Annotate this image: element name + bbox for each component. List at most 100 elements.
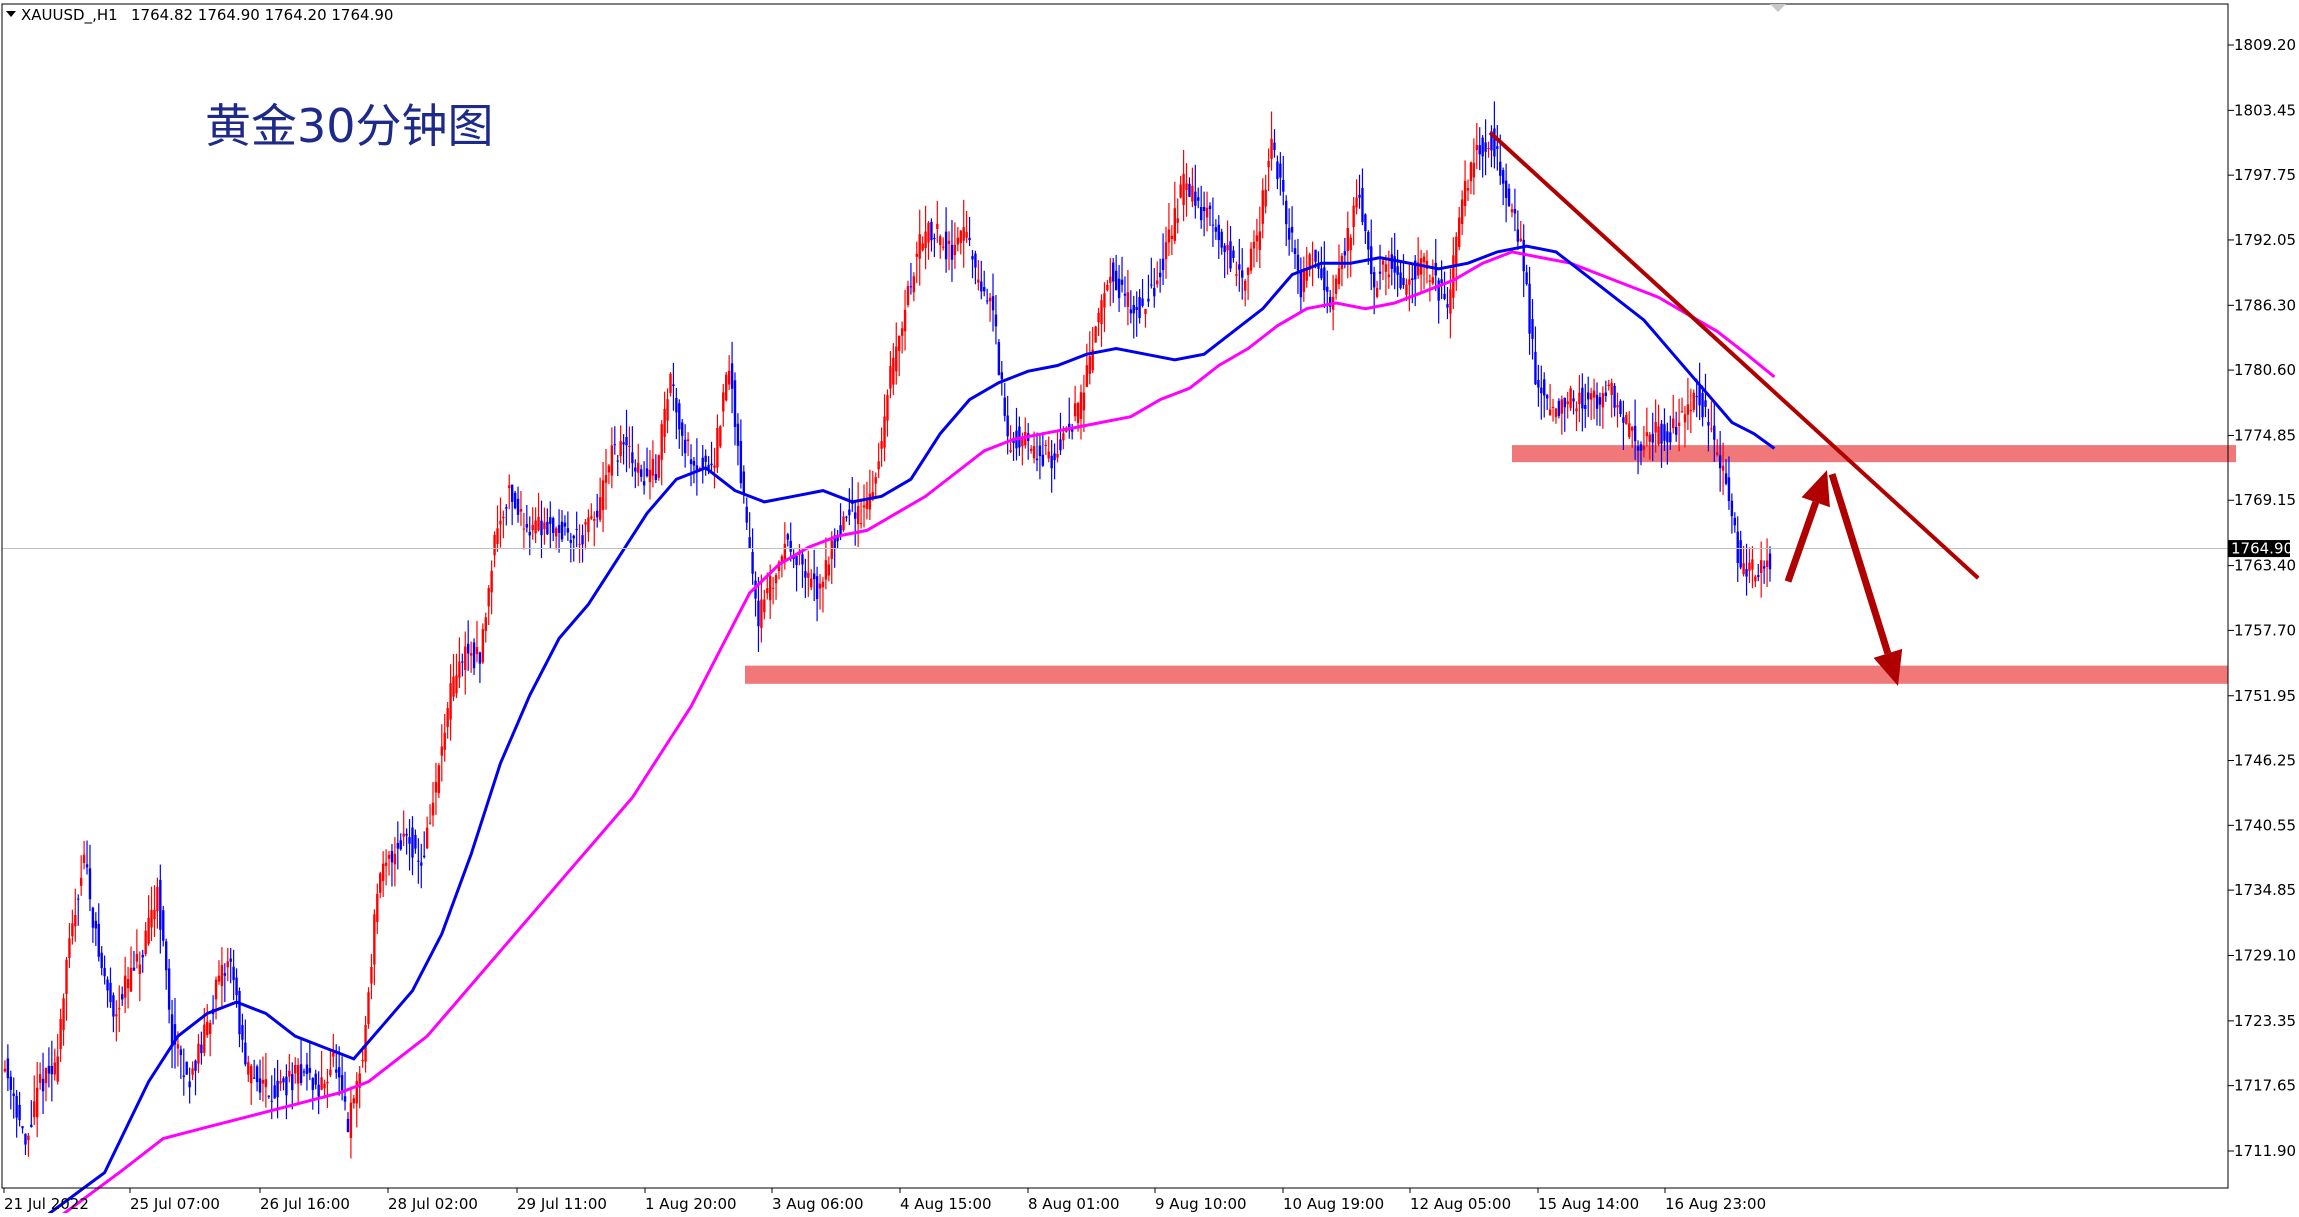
candle-bear — [595, 510, 599, 518]
candle-bear — [1279, 163, 1282, 178]
candle-bull — [1475, 145, 1478, 151]
candle-bull — [1449, 289, 1452, 314]
candle-bull — [607, 465, 611, 473]
candle-bull — [1100, 300, 1103, 325]
candle-bull — [1680, 411, 1684, 413]
candle-bear — [1129, 309, 1133, 314]
candle-bear — [299, 1064, 303, 1083]
candle-bear — [188, 1081, 191, 1088]
candle-bull — [1246, 267, 1250, 276]
candle-bear — [1211, 224, 1215, 226]
candle-bull — [1607, 384, 1610, 387]
candle-bull — [1144, 308, 1147, 315]
candle-bull — [425, 827, 429, 849]
up-arrow-shaft — [1784, 501, 1820, 583]
candle-bear — [1361, 187, 1364, 223]
candle-bear — [1199, 206, 1203, 221]
candle-bull — [669, 373, 672, 393]
candle-bear — [1229, 241, 1232, 269]
candle-bull — [56, 1056, 59, 1082]
chart-menu-triangle-icon[interactable] — [6, 11, 16, 17]
candle-bull — [886, 395, 889, 421]
candle-bull — [807, 572, 810, 578]
candle-bull — [68, 938, 71, 958]
candle-bear — [510, 484, 514, 502]
candle-bear — [1241, 270, 1244, 278]
candle-bull — [349, 1102, 353, 1138]
candle-bull — [493, 534, 496, 556]
candle-bull — [1645, 432, 1649, 437]
candle-bull — [379, 873, 382, 893]
candle-bull — [727, 370, 731, 385]
candle-bull — [1387, 274, 1391, 278]
candle-bear — [804, 571, 807, 578]
candle-bull — [1173, 208, 1176, 241]
candle-bear — [516, 498, 520, 515]
y-tick-label: 1792.05 — [2234, 231, 2296, 249]
candle-bull — [288, 1070, 291, 1077]
candle-bear — [317, 1084, 320, 1097]
candle-bull — [1628, 423, 1631, 438]
candle-bear — [194, 1060, 197, 1071]
candle-bull — [947, 240, 951, 244]
candle-bear — [701, 457, 704, 469]
candle-bear — [739, 441, 743, 484]
candle-bull — [1460, 199, 1464, 225]
candle-bull — [1748, 562, 1751, 571]
candle-bull — [604, 474, 608, 483]
candle-bull — [1252, 241, 1256, 249]
candle-bear — [273, 1085, 276, 1099]
candle-bear — [581, 535, 584, 545]
candle-bear — [1147, 298, 1150, 302]
candle-bear — [97, 923, 100, 957]
candle-bull — [138, 964, 142, 975]
candle-bear — [569, 540, 573, 543]
candle-bear — [1724, 473, 1728, 484]
candle-bull — [953, 244, 957, 256]
candle-bear — [836, 536, 839, 542]
candle-bull — [1032, 445, 1036, 459]
x-tick-label: 10 Aug 19:00 — [1283, 1195, 1384, 1213]
candle-bull — [610, 445, 614, 476]
candle-bear — [1584, 404, 1587, 409]
candle-bear — [1208, 205, 1212, 210]
candle-bear — [675, 398, 678, 413]
candle-bull — [79, 877, 83, 886]
candle-bull — [522, 528, 526, 530]
candle-bear — [1296, 254, 1300, 271]
candle-bull — [865, 500, 869, 509]
candle-bull — [1431, 277, 1435, 284]
candle-bear — [801, 554, 804, 565]
candle-bear — [112, 995, 115, 1017]
candle-bull — [74, 914, 77, 927]
downtrend-line — [1488, 131, 1980, 580]
candle-bull — [393, 853, 397, 865]
candle-bear — [1528, 283, 1531, 334]
candle-bull — [387, 854, 391, 859]
candle-bear — [1112, 262, 1115, 282]
candle-bear — [1545, 395, 1549, 399]
current-price-tag: 1764.90 — [2228, 540, 2293, 558]
candle-bull — [214, 979, 218, 1000]
candle-bull — [883, 416, 886, 448]
candle-bull — [1566, 401, 1569, 405]
candle-bear — [1314, 249, 1317, 262]
candle-bull — [44, 1067, 48, 1084]
candle-bull — [531, 524, 534, 530]
candle-bull — [827, 564, 831, 576]
candle-bull — [1452, 255, 1455, 298]
candle-bull — [1428, 280, 1432, 282]
scroll-shift-triangle-icon[interactable] — [1770, 4, 1786, 12]
candle-bear — [930, 221, 933, 241]
candle-bear — [1378, 271, 1382, 274]
candle-bull — [1592, 390, 1596, 398]
candle-bear — [1718, 455, 1722, 469]
candle-bull — [1548, 409, 1552, 416]
candle-bear — [1639, 444, 1643, 451]
candle-bear — [566, 528, 570, 533]
candle-bear — [15, 1095, 18, 1118]
candle-bull — [376, 893, 379, 922]
candle-bear — [18, 1104, 21, 1121]
